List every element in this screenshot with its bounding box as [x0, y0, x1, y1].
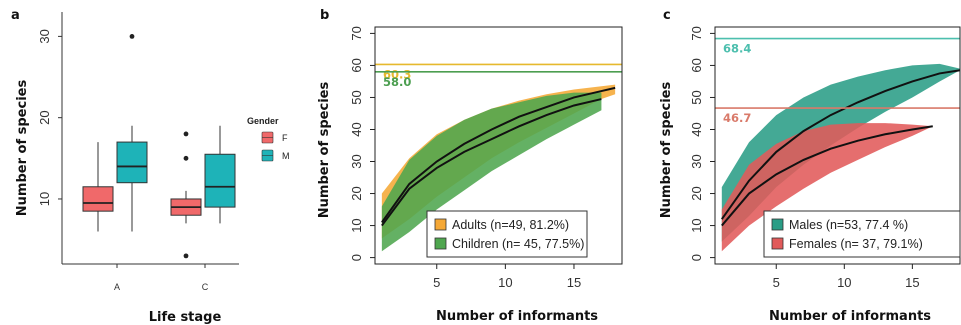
- outlier-point: [183, 155, 189, 161]
- legend-swatch-adults: [434, 218, 447, 231]
- y-tick-label: 0: [689, 254, 704, 261]
- x-axis-title: Number of informants: [436, 309, 598, 324]
- reference-line-label: 60.3: [383, 67, 411, 81]
- legend: Gender F M: [247, 116, 290, 162]
- rarefaction-plot: 68.4 46.7 0 10 20 30 40 50 60 70 5 10 15: [689, 26, 961, 290]
- reference-line-label: 58.0: [383, 75, 411, 89]
- y-tick-label: 20: [349, 186, 364, 200]
- x-axis-title: Life stage: [149, 310, 222, 325]
- outlier-point: [129, 33, 135, 39]
- reference-line-label: 46.7: [723, 111, 751, 125]
- y-tick-label: 0: [349, 254, 364, 261]
- x-tick-label: 5: [773, 275, 780, 290]
- y-tick-label: 50: [349, 90, 364, 104]
- legend-box: [763, 210, 961, 258]
- y-tick-label: 70: [349, 26, 364, 40]
- x-tick-label: C: [202, 282, 209, 292]
- y-tick-label: 70: [689, 26, 704, 40]
- legend: Males (n=53, 77.4 %) Females (n= 37, 79.…: [763, 210, 961, 258]
- plot-frame: [374, 26, 623, 265]
- y-tick-label: 30: [689, 154, 704, 168]
- outlier-point: [183, 253, 189, 259]
- x-axis-title: Number of informants: [769, 309, 931, 324]
- x-tick-label: 10: [498, 275, 512, 290]
- legend-swatch-males: [771, 218, 784, 231]
- x-tick-label: 15: [567, 275, 581, 290]
- legend-title: Gender: [247, 116, 279, 126]
- panel-letter-c: c: [663, 8, 671, 23]
- panel-letter-a: a: [11, 8, 20, 23]
- legend: Adults (n=49, 81.2%) Children (n= 45, 77…: [426, 210, 588, 258]
- y-tick-label: 20: [689, 186, 704, 200]
- plot-frame: [714, 26, 961, 265]
- y-tick-label: 40: [349, 122, 364, 136]
- legend-label-f: F: [282, 133, 288, 143]
- legend-swatch-females: [771, 237, 784, 250]
- rarefaction-panel: 68.4 46.7 0 10 20 30 40 50 60 70 5 10 15 Number of i…: [659, 26, 961, 324]
- boxplot-panel: 10 20 30 A C Life stage Number of species Ge…: [15, 12, 290, 325]
- y-tick-label: 30: [37, 29, 52, 43]
- box-A-M: [116, 141, 148, 184]
- legend-swatch-children: [434, 237, 447, 250]
- rarefaction-curve: [721, 125, 933, 227]
- rarefaction-curve: [381, 86, 616, 223]
- x-tick-label: 15: [905, 275, 919, 290]
- y-tick-label: 10: [689, 218, 704, 232]
- box-C-M: [204, 153, 236, 208]
- rarefaction-curve: [381, 98, 602, 227]
- y-tick-label: 60: [689, 58, 704, 72]
- legend-label-females: Females (n= 37, 79.1%): [789, 237, 923, 251]
- rarefaction-plot: 60.358.0 0 10 20 30 40 50 60 70 5 10 15: [349, 26, 623, 290]
- y-tick-label: 10: [37, 192, 52, 206]
- y-tick-label: 40: [689, 122, 704, 136]
- y-tick-label: 30: [349, 154, 364, 168]
- x-tick-label: A: [114, 282, 120, 292]
- y-axis-title: Number of species: [317, 82, 332, 219]
- legend-box: [426, 210, 588, 258]
- box-A-F: [82, 186, 114, 212]
- y-tick-label: 60: [349, 58, 364, 72]
- legend-label-m: M: [282, 151, 290, 161]
- x-tick-label: 10: [837, 275, 851, 290]
- legend-label-males: Males (n=53, 77.4 %): [789, 218, 908, 232]
- rarefaction-panel: 60.358.0 0 10 20 30 40 50 60 70 5 10 15 Number of i…: [317, 26, 623, 324]
- y-tick-label: 50: [689, 90, 704, 104]
- legend-label-adults: Adults (n=49, 81.2%): [452, 218, 569, 232]
- confidence-band: [381, 92, 602, 252]
- boxplot-boxes: [82, 33, 236, 259]
- outlier-point: [183, 131, 189, 137]
- boxplot-axes: 10 20 30 A C: [37, 12, 239, 292]
- legend-label-children: Children (n= 45, 77.5%): [452, 237, 584, 251]
- y-tick-label: 10: [349, 218, 364, 232]
- y-axis-title: Number of species: [15, 80, 30, 217]
- reference-line-label: 68.4: [723, 42, 751, 56]
- x-tick-label: 5: [433, 275, 440, 290]
- y-tick-label: 20: [37, 110, 52, 124]
- panel-letter-b: b: [320, 8, 329, 23]
- y-axis-title: Number of species: [659, 82, 674, 219]
